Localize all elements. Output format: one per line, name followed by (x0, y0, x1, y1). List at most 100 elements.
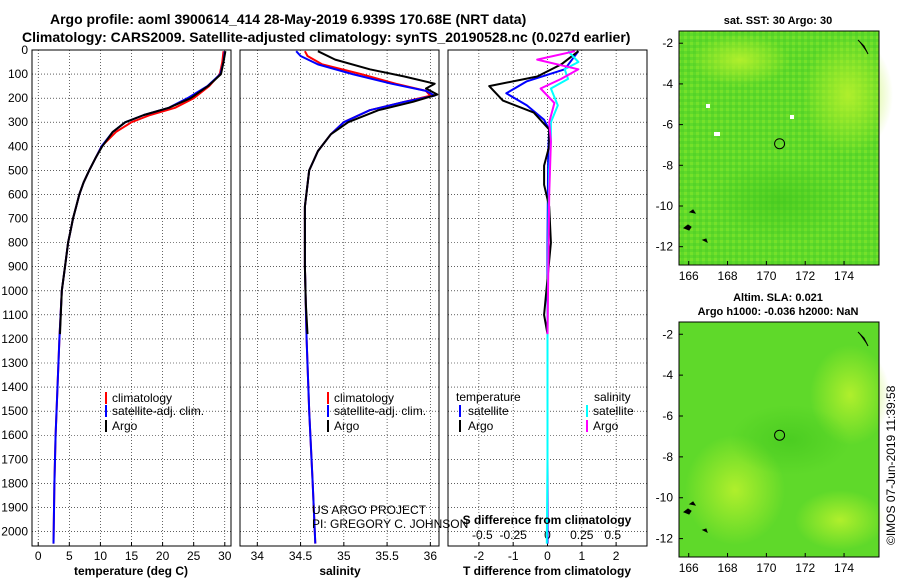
map-x-tick-label: 168 (718, 269, 738, 283)
sst-missing-pixel (706, 104, 710, 108)
map-y-tick-label: -10 (656, 491, 674, 505)
x-tick-label: 35 (337, 549, 351, 563)
sla-high-patch (795, 490, 885, 550)
sla-map-panel: Altim. SLA: 0.021 Argo h1000: -0.036 h20… (656, 292, 890, 575)
series-line-satellite-adj-clim- (295, 50, 436, 544)
map-x-tick-label: 170 (756, 561, 776, 575)
sst-missing-pixel (714, 132, 720, 136)
series-line-temperature-satellite (505, 50, 580, 544)
series-line-satellite-adj-clim- (52, 51, 226, 544)
legend-header-temperature: temperature (456, 390, 521, 404)
map-y-tick-label: -2 (662, 327, 673, 341)
depth-tick-label: 1600 (1, 428, 28, 442)
sla-low-patch (730, 405, 850, 475)
depth-tick-label: 1400 (1, 380, 28, 394)
x-tick-label: 34.5 (289, 549, 313, 563)
map-y-tick-label: -12 (656, 532, 674, 546)
sst-map-title: sat. SST: 30 Argo: 30 (724, 15, 832, 27)
map-x-tick-label: 172 (795, 561, 815, 575)
legend-label-climatology: climatology (334, 391, 394, 405)
map-y-tick-label: -8 (662, 450, 673, 464)
salinity-axis-label: salinity (319, 564, 361, 578)
series-line-temperature-argo (488, 50, 580, 335)
sst-warm-patch (690, 34, 790, 86)
map-y-tick-label: -4 (662, 77, 673, 91)
depth-tick-label: 1900 (1, 500, 28, 514)
depth-tick-label: 1500 (1, 404, 28, 418)
map-x-tick-label: 166 (679, 561, 699, 575)
x-tick-label: 25 (187, 549, 201, 563)
map-y-tick-label: -8 (662, 158, 673, 172)
legend-label-argo: Argo (334, 419, 360, 433)
legend-label-sal-satellite: satellite (593, 404, 634, 418)
sla-map-subtitle: Argo h1000: -0.036 h2000: NaN (698, 306, 859, 318)
map-y-tick-label: -12 (656, 240, 674, 254)
credit-project: US ARGO PROJECT (312, 503, 427, 517)
x-tick-label: 5 (66, 549, 73, 563)
map-x-tick-label: 174 (834, 269, 854, 283)
map-y-tick-label: -2 (662, 36, 673, 50)
sst-map-axes: 166 168 170 172 174 -2 -4 -6 -8 -10 -12 (656, 36, 855, 283)
legend-label-satellite: satellite-adj. clim. (334, 404, 426, 418)
sst-warm-patch (803, 35, 893, 155)
x-tick-label: 0 (35, 549, 42, 563)
depth-tick-label: 1100 (2, 308, 28, 322)
legend-label-sal-argo: Argo (593, 419, 619, 433)
sla-map-frame (678, 321, 880, 558)
difference-legend: temperature salinity satellite Argo sate… (456, 390, 634, 433)
timestamp: ©IMOS 07-Jun-2019 11:39:58 (884, 385, 898, 545)
salinity-axes: 34 34.5 35 35.5 36 (240, 49, 439, 563)
map-y-tick-label: -6 (662, 409, 673, 423)
depth-tick-label: 200 (8, 91, 28, 105)
depth-tick-label: 600 (8, 187, 28, 201)
s-tick-label: -0.5 (472, 528, 493, 542)
x-tick-label: 34 (251, 549, 265, 563)
depth-tick-label: 800 (8, 236, 28, 250)
depth-tick-label: 300 (8, 115, 28, 129)
s-tick-label: -0.25 (500, 528, 528, 542)
map-x-tick-label: 166 (679, 269, 699, 283)
x-tick-label: -1 (508, 549, 519, 563)
depth-tick-label: 900 (8, 260, 28, 274)
sst-map-frame (678, 30, 880, 266)
x-tick-label: 35.5 (375, 549, 399, 563)
s-difference-axis-label: S difference from climatology (463, 513, 632, 527)
s-tick-label: 0.25 (570, 528, 594, 542)
temperature-axes: 0 5 10 15 20 25 30 (32, 49, 232, 563)
salinity-legend: climatology satellite-adj. clim. Argo (327, 391, 426, 433)
temperature-axis-label: temperature (deg C) (74, 564, 188, 578)
map-y-tick-label: -10 (656, 199, 674, 213)
legend-label-temp-argo: Argo (468, 419, 494, 433)
legend-label-climatology: climatology (112, 391, 172, 405)
depth-tick-label: 0 (21, 43, 28, 57)
depth-tick-label: 400 (8, 139, 28, 153)
x-tick-label: -2 (474, 549, 485, 563)
x-tick-label: 2 (613, 549, 620, 563)
x-tick-label: 15 (125, 549, 139, 563)
sst-cool-patch (710, 160, 850, 240)
argo-location-marker (774, 429, 786, 441)
depth-axis: 0 100 200 300 400 500 600 700 800 900 1000 1100 1200… (1, 43, 28, 539)
depth-tick-label: 1300 (1, 356, 28, 370)
depth-tick-label: 100 (8, 67, 28, 81)
sla-map-title: Altim. SLA: 0.021 (733, 292, 823, 304)
salinity-plot-frame (239, 49, 440, 547)
legend-label-argo: Argo (112, 419, 138, 433)
depth-tick-label: 2000 (1, 525, 28, 539)
depth-tick-label: 1200 (1, 332, 28, 346)
legend-header-salinity: salinity (594, 390, 631, 404)
map-x-tick-label: 168 (718, 561, 738, 575)
sla-land-islands (682, 331, 869, 533)
map-x-tick-label: 172 (795, 269, 815, 283)
sst-land-islands (682, 39, 869, 243)
x-tick-label: 1 (578, 549, 585, 563)
sst-map-panel: sat. SST: 30 Argo: 30 166 168 170 172 174 -2 -… (656, 15, 893, 283)
series-line-salinity-argo (536, 50, 580, 335)
x-tick-label: 30 (218, 549, 232, 563)
series-line-argo (59, 51, 227, 335)
temperature-legend: climatology satellite-adj. clim. Argo (105, 391, 204, 433)
credit-pi: PI: GREGORY C. JOHNSON (312, 517, 468, 531)
series-line-climatology (52, 51, 225, 544)
argo-location-marker (774, 138, 786, 150)
